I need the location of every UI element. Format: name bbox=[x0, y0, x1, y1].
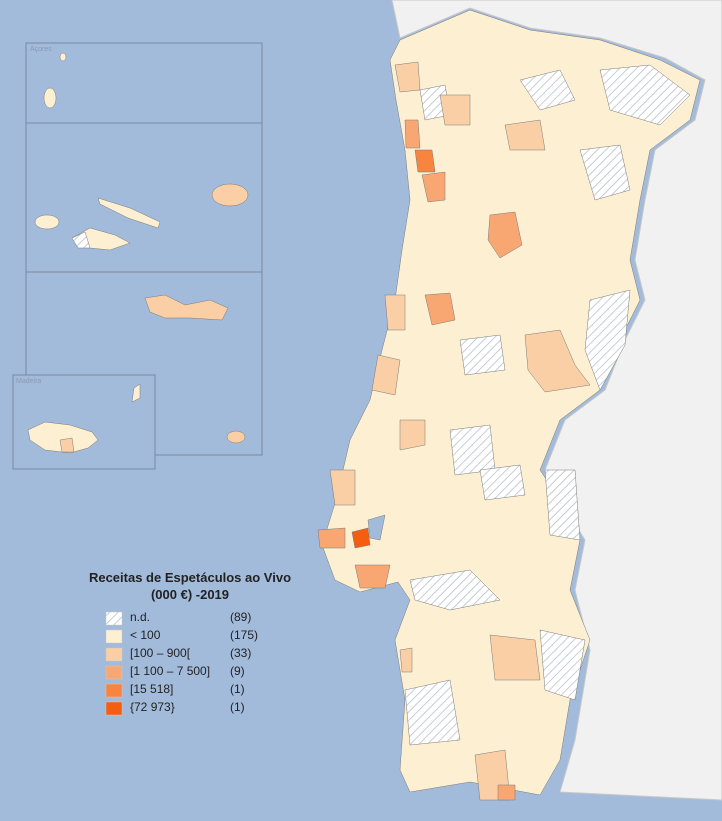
legend-swatch bbox=[105, 647, 123, 662]
island bbox=[43, 87, 57, 109]
municipality bbox=[504, 119, 546, 151]
island bbox=[27, 421, 99, 454]
municipality bbox=[439, 94, 471, 126]
municipality bbox=[409, 569, 501, 611]
legend-count: (89) bbox=[230, 610, 251, 624]
municipality bbox=[489, 634, 541, 681]
municipality bbox=[544, 469, 581, 541]
legend-label: [100 – 900[ bbox=[130, 646, 191, 660]
island bbox=[131, 383, 141, 403]
legend-label: {72 973} bbox=[130, 700, 175, 714]
municipality bbox=[584, 289, 631, 391]
municipality bbox=[579, 144, 631, 201]
island bbox=[97, 197, 161, 229]
municipality bbox=[424, 292, 456, 326]
island bbox=[34, 214, 60, 230]
municipality bbox=[351, 527, 371, 549]
municipality bbox=[539, 629, 586, 701]
island bbox=[226, 430, 246, 444]
municipality bbox=[519, 69, 576, 111]
legend-swatch bbox=[105, 611, 123, 626]
legend-label: n.d. bbox=[130, 610, 150, 624]
legend: Receitas de Espetáculos ao Vivo (000 €) … bbox=[89, 570, 291, 716]
estuary bbox=[367, 514, 386, 541]
municipality bbox=[497, 784, 516, 801]
legend-swatch bbox=[105, 683, 123, 698]
municipality bbox=[394, 61, 421, 93]
municipality bbox=[317, 527, 346, 549]
municipality bbox=[329, 469, 356, 506]
municipality bbox=[354, 564, 391, 589]
legend-swatch bbox=[105, 629, 123, 644]
island bbox=[59, 437, 75, 453]
island bbox=[144, 294, 229, 321]
municipality bbox=[384, 294, 406, 331]
island bbox=[211, 183, 249, 207]
island bbox=[59, 52, 67, 62]
municipality bbox=[404, 679, 461, 746]
municipality bbox=[449, 424, 496, 476]
inset-label: Açores bbox=[30, 46, 52, 53]
municipality bbox=[404, 119, 421, 149]
legend-title: Receitas de Espetáculos ao Vivo bbox=[89, 570, 291, 585]
municipality bbox=[487, 211, 523, 259]
legend-count: (1) bbox=[230, 682, 245, 696]
municipality bbox=[371, 354, 401, 396]
municipality bbox=[399, 419, 426, 451]
municipality bbox=[399, 647, 413, 673]
legend-count: (175) bbox=[230, 628, 258, 642]
inset-frame bbox=[12, 374, 156, 470]
legend-count: (9) bbox=[230, 664, 245, 678]
legend-swatch bbox=[105, 701, 123, 716]
legend-count: (33) bbox=[230, 646, 251, 660]
legend-label: < 100 bbox=[130, 628, 161, 642]
legend-count: (1) bbox=[230, 700, 245, 714]
municipality bbox=[599, 64, 691, 126]
legend-label: [15 518] bbox=[130, 682, 173, 696]
inset-label: Madeira bbox=[16, 378, 41, 385]
municipality bbox=[414, 149, 436, 173]
municipality bbox=[479, 464, 526, 501]
municipality bbox=[524, 329, 591, 393]
municipality bbox=[459, 334, 506, 376]
legend-title: (000 €) -2019 bbox=[151, 587, 229, 602]
island bbox=[71, 231, 91, 249]
legend-swatch bbox=[105, 665, 123, 680]
municipality bbox=[421, 171, 446, 203]
legend-label: [1 100 – 7 500] bbox=[130, 664, 210, 678]
